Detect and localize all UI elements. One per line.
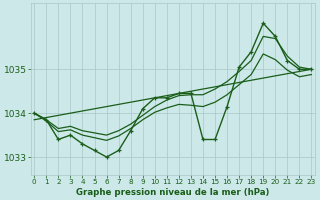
X-axis label: Graphe pression niveau de la mer (hPa): Graphe pression niveau de la mer (hPa) (76, 188, 269, 197)
